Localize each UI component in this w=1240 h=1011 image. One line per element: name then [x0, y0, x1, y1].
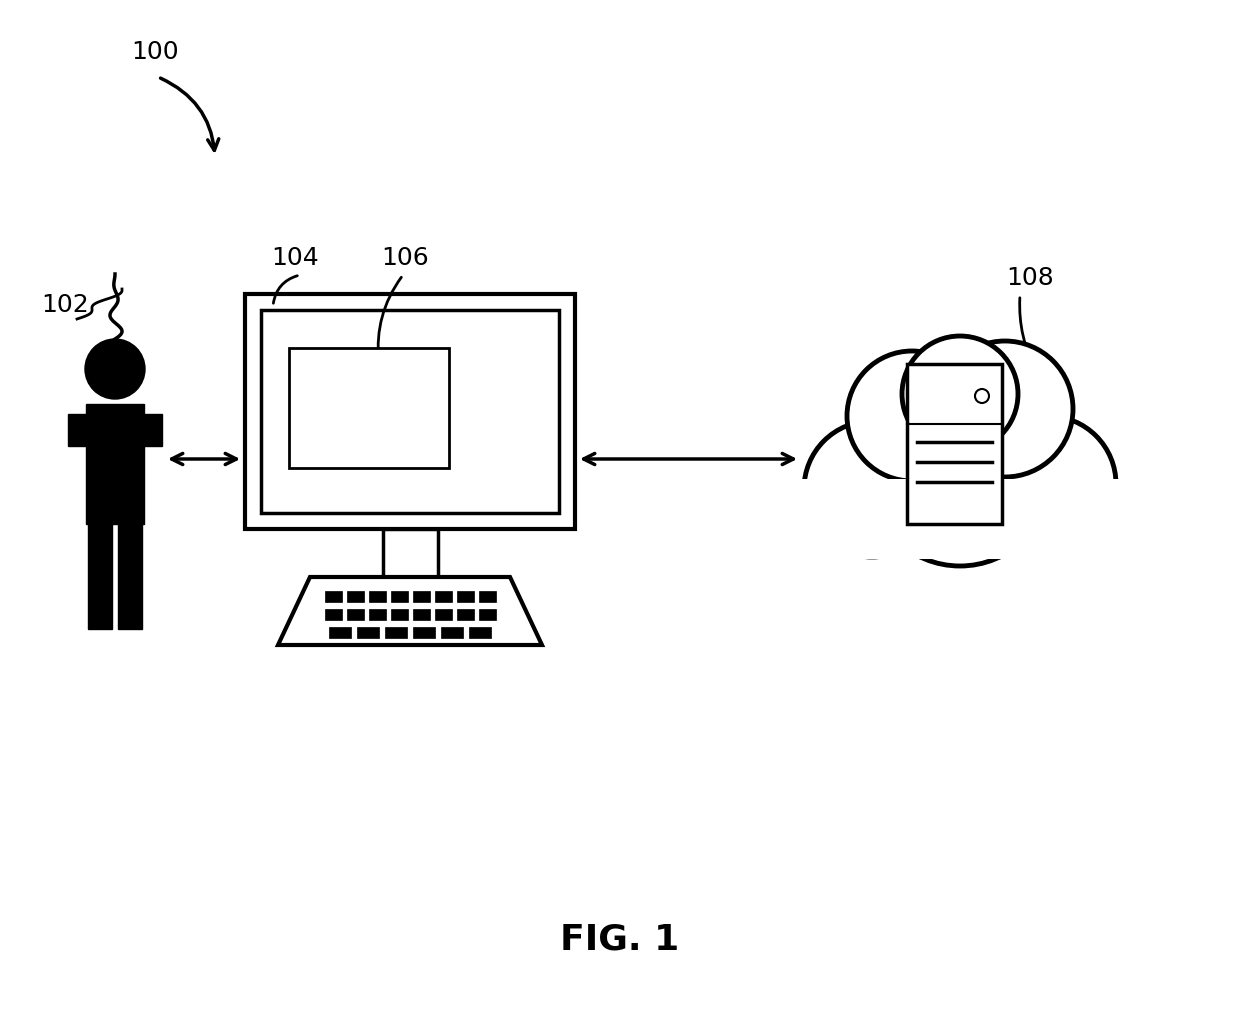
Bar — [458, 591, 474, 603]
Bar — [413, 628, 435, 638]
Bar — [458, 610, 474, 621]
Circle shape — [901, 337, 1018, 453]
Bar — [370, 591, 386, 603]
Bar — [790, 479, 1130, 559]
Text: 102: 102 — [41, 293, 89, 316]
Circle shape — [804, 422, 940, 557]
Bar — [347, 610, 365, 621]
Bar — [383, 530, 438, 577]
Text: 106: 106 — [381, 246, 429, 270]
Circle shape — [86, 340, 145, 399]
Polygon shape — [68, 415, 162, 447]
Circle shape — [980, 417, 1116, 552]
Bar — [384, 628, 407, 638]
Circle shape — [868, 382, 1052, 566]
Bar — [391, 610, 408, 621]
Bar — [391, 591, 408, 603]
Bar — [246, 295, 575, 530]
Circle shape — [847, 352, 977, 481]
Bar — [260, 310, 559, 514]
Circle shape — [980, 417, 1116, 552]
Polygon shape — [88, 525, 112, 630]
Bar — [370, 610, 386, 621]
Text: 104: 104 — [272, 246, 319, 270]
Circle shape — [901, 337, 1018, 453]
Bar — [435, 610, 453, 621]
Bar — [289, 349, 449, 468]
Text: FIG. 1: FIG. 1 — [560, 922, 680, 956]
Bar — [325, 591, 342, 603]
Bar — [906, 365, 1002, 525]
Bar — [435, 591, 453, 603]
Bar — [325, 610, 342, 621]
Bar — [413, 591, 430, 603]
Circle shape — [847, 352, 977, 481]
Polygon shape — [86, 404, 144, 525]
Bar — [469, 628, 491, 638]
Polygon shape — [118, 525, 143, 630]
Bar — [479, 591, 496, 603]
Circle shape — [937, 342, 1073, 477]
Circle shape — [937, 342, 1073, 477]
Bar — [347, 591, 365, 603]
Bar — [413, 610, 430, 621]
Text: 108: 108 — [1006, 266, 1054, 290]
Bar — [329, 628, 351, 638]
Circle shape — [804, 422, 940, 557]
Bar — [441, 628, 463, 638]
Bar — [479, 610, 496, 621]
Circle shape — [975, 389, 990, 403]
Text: 100: 100 — [131, 40, 179, 64]
Circle shape — [868, 382, 1052, 566]
Polygon shape — [278, 577, 542, 645]
Bar — [357, 628, 379, 638]
